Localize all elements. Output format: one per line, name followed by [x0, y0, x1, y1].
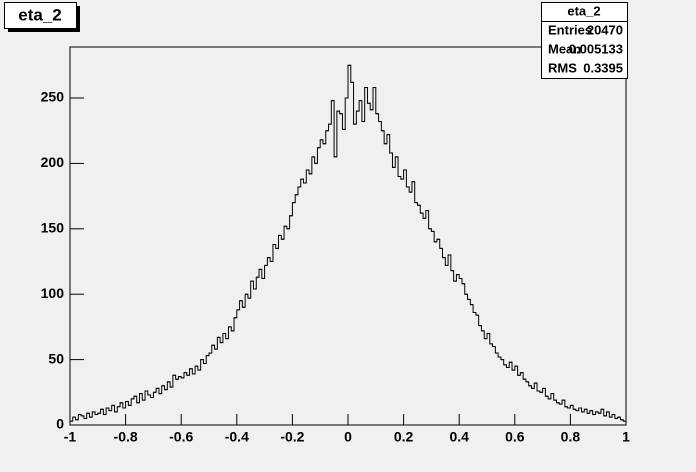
- y-tick-label: 0: [56, 416, 64, 432]
- y-tick-label: 100: [41, 285, 65, 301]
- x-tick-label: 0.2: [394, 429, 414, 445]
- x-tick-label: 0: [344, 429, 352, 445]
- title-box: [4, 2, 77, 29]
- x-tick-label: 1: [622, 429, 630, 445]
- x-tick-label: 0.6: [505, 429, 525, 445]
- x-tick-label: -0.8: [114, 429, 138, 445]
- x-tick-label: -1: [64, 429, 77, 445]
- stats-label: RMS: [548, 60, 577, 75]
- plot-frame: [69, 46, 627, 426]
- x-tick-label: -0.6: [169, 429, 193, 445]
- histogram-outline: [69, 64, 627, 425]
- stats-label: Mean: [548, 41, 581, 56]
- stats-value: 0.005133: [569, 41, 623, 56]
- stats-title: eta_2: [567, 3, 600, 18]
- stats-value: 20470: [587, 22, 623, 37]
- y-tick-label: 250: [41, 89, 65, 105]
- x-tick-label: -0.2: [280, 429, 304, 445]
- stats-label: Entries: [548, 22, 592, 37]
- x-tick-label: -0.4: [225, 429, 249, 445]
- y-tick-label: 150: [41, 220, 65, 236]
- chart-title: eta_2: [18, 5, 61, 24]
- stats-frame: [541, 2, 628, 79]
- x-tick-label: 0.8: [561, 429, 581, 445]
- stats-value: 0.3395: [583, 60, 623, 75]
- x-tick-label: 0.4: [449, 429, 469, 445]
- y-tick-label: 50: [48, 350, 64, 366]
- y-tick-label: 200: [41, 154, 65, 170]
